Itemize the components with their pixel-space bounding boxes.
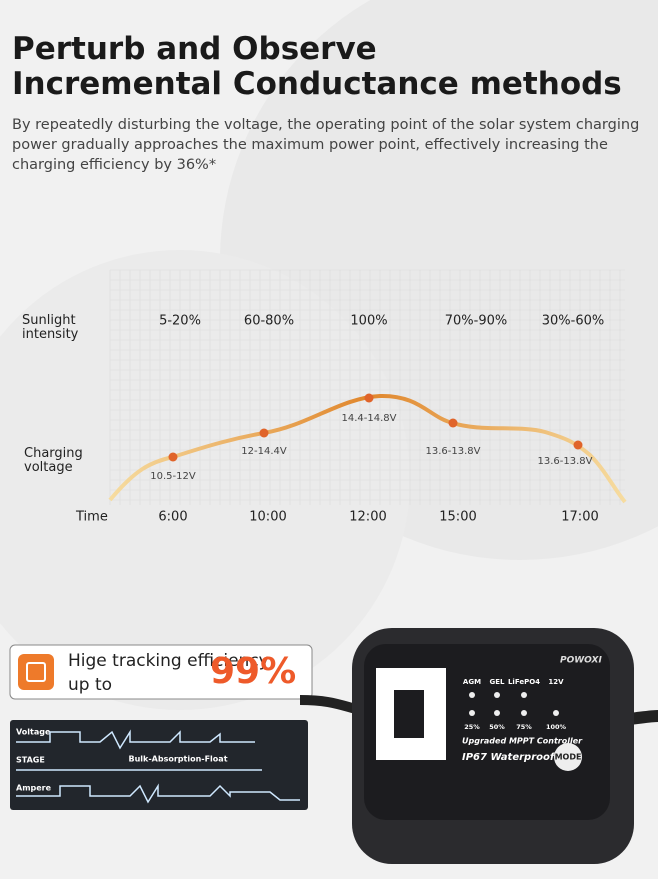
sunlight-label: 70%-90% bbox=[445, 314, 507, 329]
device-line: IP67 Waterproof bbox=[462, 752, 556, 763]
curve-point bbox=[259, 428, 269, 438]
led bbox=[521, 692, 527, 698]
row-label: Sunlight intensity bbox=[22, 313, 79, 342]
wave-label: STAGE bbox=[16, 756, 45, 765]
device-line: Upgraded MPPT Controller bbox=[462, 737, 583, 746]
sunlight-label: 30%-60% bbox=[542, 314, 604, 329]
led bbox=[553, 710, 559, 716]
voltage-label: 13.6-13.8V bbox=[538, 456, 593, 467]
curve-point bbox=[364, 393, 374, 403]
logo-cut bbox=[394, 690, 424, 738]
badge-text: Hige tracking efficiency up to bbox=[68, 651, 269, 695]
sunlight-label: 60-80% bbox=[244, 314, 294, 329]
time-label: 17:00 bbox=[561, 510, 598, 525]
description: By repeatedly disturbing the voltage, th… bbox=[12, 117, 640, 173]
mode-label: MODE bbox=[555, 753, 582, 762]
wave bbox=[16, 783, 300, 804]
curve-point bbox=[168, 452, 178, 462]
voltage-label: 12-14.4V bbox=[241, 446, 287, 457]
level-text: 25% bbox=[464, 723, 480, 731]
led bbox=[521, 710, 527, 716]
time-label: 15:00 bbox=[439, 510, 476, 525]
wave-label: Ampere bbox=[16, 784, 52, 793]
mode-text: LiFePO4 bbox=[508, 678, 540, 686]
badge bbox=[9, 644, 313, 700]
row-label: Time bbox=[75, 510, 108, 525]
title: Perturb and Observe Incremental Conductan… bbox=[12, 32, 622, 102]
mode-text: AGM bbox=[463, 678, 481, 686]
badge-value: 99% bbox=[210, 651, 296, 692]
level-text: 50% bbox=[489, 723, 505, 731]
led bbox=[494, 710, 500, 716]
voltage-label: 13.6-13.8V bbox=[426, 446, 481, 457]
sunlight-label: 100% bbox=[350, 314, 387, 329]
stage-text: Bulk-Absorption-Float bbox=[128, 755, 227, 764]
wave bbox=[16, 729, 255, 750]
led bbox=[469, 692, 475, 698]
row-label: Charging voltage bbox=[24, 446, 83, 475]
level-text: 100% bbox=[546, 723, 567, 731]
wave-label: Voltage bbox=[16, 728, 51, 737]
badge-icon bbox=[18, 654, 54, 690]
time-label: 10:00 bbox=[249, 510, 286, 525]
title-line: Perturb and Observe bbox=[12, 31, 377, 67]
sunlight-label: 5-20% bbox=[159, 314, 201, 329]
chip-icon bbox=[26, 662, 46, 682]
mode-button[interactable] bbox=[554, 743, 582, 771]
voltage-label: 14.4-14.8V bbox=[342, 413, 397, 424]
time-label: 6:00 bbox=[158, 510, 187, 525]
led bbox=[494, 692, 500, 698]
grid bbox=[109, 269, 625, 505]
mode-text: 12V bbox=[548, 678, 564, 686]
mode-text: GEL bbox=[490, 678, 506, 686]
voltage-label: 10.5-12V bbox=[150, 471, 196, 482]
curve-point bbox=[573, 440, 583, 450]
cable bbox=[299, 695, 362, 715]
curve-point bbox=[448, 418, 458, 428]
time-label: 12:00 bbox=[349, 510, 386, 525]
led bbox=[469, 710, 475, 716]
level-text: 75% bbox=[516, 723, 532, 731]
brand: POWOXI bbox=[560, 656, 602, 666]
title-line: Incremental Conductance methods bbox=[12, 66, 622, 102]
